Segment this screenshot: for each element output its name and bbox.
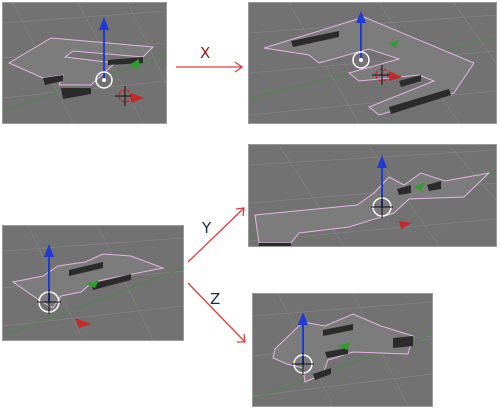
arrow-z	[187, 282, 246, 343]
viewport-mirror-x	[248, 2, 497, 124]
axis-label-x: X	[200, 44, 211, 62]
transform-manipulator[interactable]	[95, 17, 139, 89]
axis-label-z: Z	[210, 290, 221, 308]
transform-manipulator[interactable]	[371, 155, 425, 229]
transform-manipulator[interactable]	[352, 11, 399, 69]
3d-cursor[interactable]	[115, 86, 144, 106]
viewport-mirror-z	[252, 293, 433, 407]
viewport-original	[2, 2, 167, 124]
axis-label-y: Y	[202, 219, 212, 237]
viewport-original-side	[2, 225, 184, 341]
3d-cursor[interactable]	[372, 65, 402, 85]
transform-manipulator[interactable]	[292, 312, 351, 375]
transform-manipulator[interactable]	[37, 244, 99, 328]
viewport-mirror-y	[248, 144, 497, 247]
arrow-y	[187, 207, 245, 263]
